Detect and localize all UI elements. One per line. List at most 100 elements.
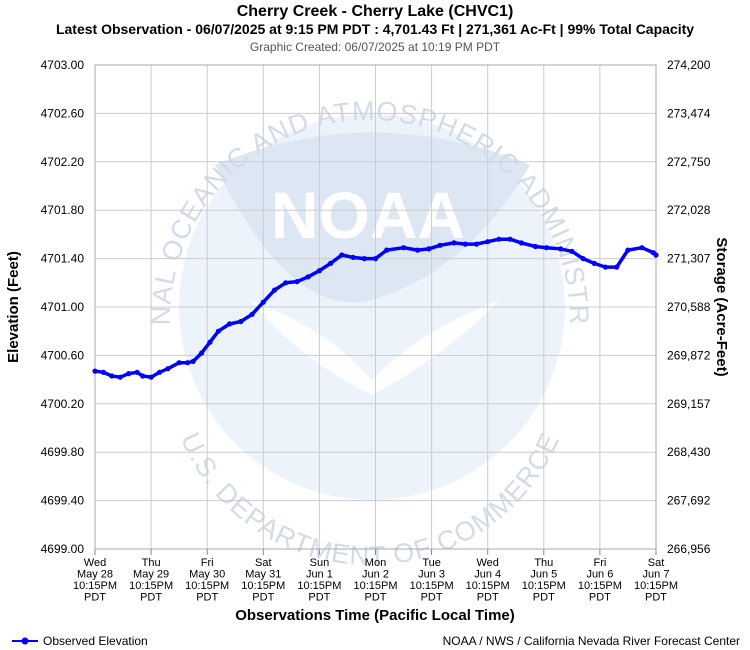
x-tick-label: 10:15PM [522, 580, 566, 592]
data-point [372, 256, 379, 262]
x-tick-label: 10:15PM [634, 580, 678, 592]
x-tick-label: PDT [140, 592, 162, 604]
y-tick-label: 4702.20 [41, 155, 85, 169]
x-tick-label: May 30 [189, 569, 225, 581]
y-tick-label: 4700.60 [41, 348, 85, 362]
x-tick-label: Fri [201, 557, 214, 569]
y2-tick-label: 267,692 [667, 494, 711, 508]
data-point [602, 264, 609, 270]
data-point [238, 318, 244, 325]
x-tick-label: PDT [645, 592, 667, 604]
data-point [614, 264, 620, 270]
y2-tick-label: 266,956 [667, 542, 711, 556]
y-tick-label: 4700.20 [41, 397, 85, 411]
y2-tick-label: 274,200 [667, 58, 711, 72]
data-point [591, 260, 597, 266]
y2-tick-label: 268,430 [667, 445, 711, 459]
x-tick-label: Sat [648, 557, 665, 569]
data-point [271, 287, 278, 293]
data-point [140, 373, 146, 379]
y2-tick-label: 273,474 [667, 106, 711, 120]
data-point [176, 360, 182, 366]
x-tick-label: 10:15PM [297, 580, 341, 592]
data-point [294, 279, 300, 285]
data-point [126, 371, 132, 377]
data-point [580, 256, 586, 262]
data-point [350, 254, 356, 260]
x-tick-label: May 28 [77, 569, 113, 581]
data-point [305, 274, 311, 280]
y2-tick-label: 269,872 [667, 348, 711, 362]
plot-area-border [94, 64, 657, 550]
data-point [328, 260, 334, 266]
x-tick-label: 10:15PM [73, 580, 117, 592]
y2-tick-label: 269,157 [667, 397, 711, 411]
y2-axis-title: Storage (Acre-Feet) [713, 237, 730, 376]
data-point [260, 299, 266, 305]
data-point [199, 350, 205, 356]
x-tick-label: Jun 5 [530, 569, 557, 581]
data-point [117, 374, 123, 380]
noaa-seal-gull-shape [250, 300, 500, 395]
x-tick-label: PDT [421, 592, 443, 604]
legend: Observed Elevation [12, 634, 148, 648]
data-point [156, 369, 163, 375]
x-tick-label: Jun 3 [418, 569, 445, 581]
data-point [134, 369, 140, 375]
data-point [401, 245, 407, 251]
x-tick-label: Thu [534, 557, 553, 569]
chart-title: Cherry Creek - Cherry Lake (CHVC1) [237, 3, 514, 20]
x-tick-label: Mon [365, 557, 386, 569]
data-point [532, 243, 539, 250]
data-point [190, 358, 196, 364]
x-tick-label: PDT [84, 592, 106, 604]
data-point [473, 241, 480, 247]
series-layer [92, 236, 659, 380]
x-tick-label: 10:15PM [241, 580, 285, 592]
x-tick-label: 10:15PM [410, 580, 454, 592]
data-point [92, 368, 98, 374]
data-point [544, 245, 550, 251]
data-point [462, 241, 468, 247]
x-tick-label: Thu [142, 557, 161, 569]
legend-label: Observed Elevation [43, 634, 148, 648]
data-point [361, 256, 367, 262]
noaa-logo-text: NOAA [271, 178, 465, 252]
data-point [639, 245, 645, 251]
y-axis-title: Elevation (Feet) [5, 251, 22, 363]
data-point [485, 239, 491, 245]
x-tick-label: Sat [255, 557, 272, 569]
x-tick-label: Wed [84, 557, 106, 569]
x-tick-label: PDT [589, 592, 611, 604]
x-tick-label: Sun [310, 557, 330, 569]
x-tick-label: Jun 4 [474, 569, 501, 581]
data-point [283, 280, 289, 286]
x-tick-label: 10:15PM [353, 580, 397, 592]
data-point [415, 247, 421, 253]
y-tick-label: 4702.60 [41, 106, 85, 120]
y-tick-label: 4699.00 [41, 542, 85, 556]
data-point [569, 248, 575, 254]
data-point [100, 369, 106, 375]
data-point [249, 311, 255, 317]
data-point [451, 240, 457, 246]
x-tick-label: PDT [477, 592, 499, 604]
x-axis-title: Observations Time (Pacific Local Time) [235, 607, 515, 624]
data-point [185, 360, 191, 366]
x-tick-label: 10:15PM [466, 580, 510, 592]
y-tick-label: 4701.40 [41, 252, 85, 266]
x-tick-label: PDT [533, 592, 555, 604]
x-tick-label: 10:15PM [578, 580, 622, 592]
data-point [437, 242, 443, 248]
x-tick-label: Jun 7 [643, 569, 670, 581]
y2-tick-label: 271,307 [667, 252, 711, 266]
footer-credit: NOAA / NWS / California Nevada River For… [443, 634, 740, 648]
y-tick-label: 4699.80 [41, 445, 85, 459]
x-tick-label: Jun 6 [586, 569, 613, 581]
data-point [384, 247, 390, 253]
data-point [507, 236, 513, 242]
x-tick-label: PDT [196, 592, 218, 604]
y-tick-label: 4701.80 [41, 203, 85, 217]
y2-axis-tick-labels: 274,200 273,474 272,750 272,028 271,307 270,5… [667, 58, 711, 556]
